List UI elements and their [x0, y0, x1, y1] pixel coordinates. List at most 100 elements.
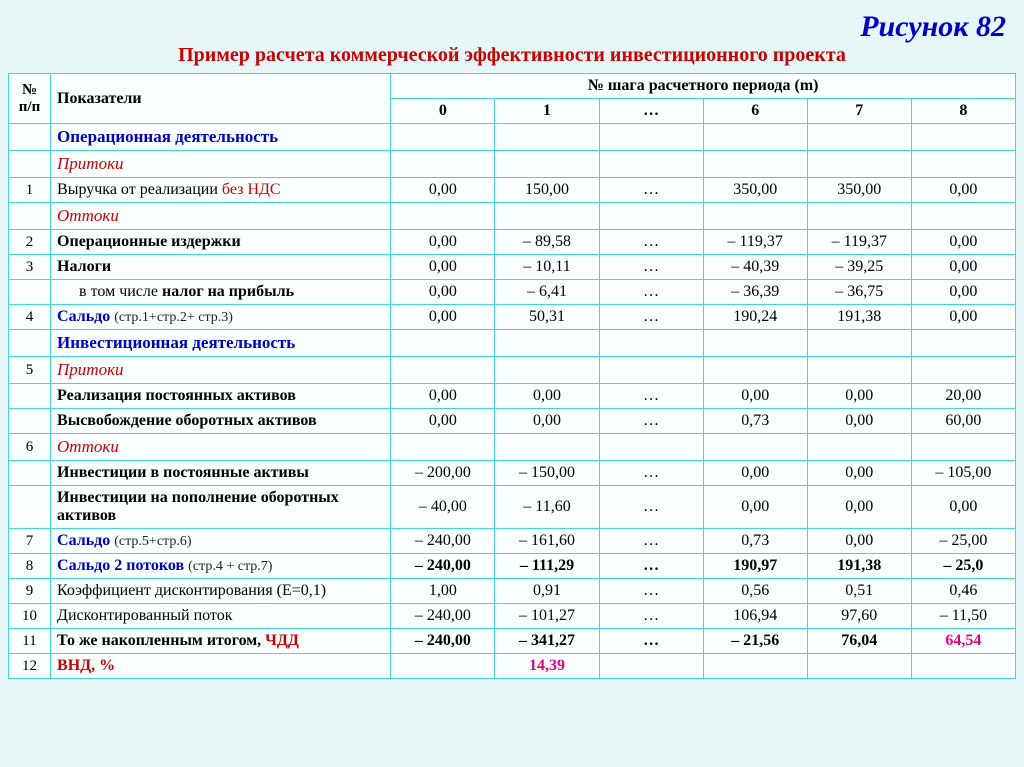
calc-table: № п/п Показатели № шага расчетного перио…	[8, 73, 1016, 679]
row-num: 9	[9, 579, 51, 604]
cell-value	[911, 151, 1015, 178]
table-row: 11То же накопленным итогом, ЧДД– 240,00–…	[9, 629, 1016, 654]
cell-value: …	[599, 305, 703, 330]
cell-value: 0,00	[495, 409, 599, 434]
cell-value: 0,00	[807, 529, 911, 554]
row-num	[9, 330, 51, 357]
row-num: 6	[9, 434, 51, 461]
step-8: 8	[911, 99, 1015, 124]
row-label: Реализация постоянных активов	[51, 384, 391, 409]
cell-value	[599, 330, 703, 357]
cell-value: 0,00	[807, 384, 911, 409]
cell-value: 0,00	[911, 305, 1015, 330]
cell-value: – 11,60	[495, 486, 599, 529]
table-row: в том числе налог на прибыль0,00– 6,41…–…	[9, 280, 1016, 305]
cell-value: – 200,00	[391, 461, 495, 486]
cell-value: 64,54	[911, 629, 1015, 654]
row-num	[9, 280, 51, 305]
cell-value	[599, 434, 703, 461]
cell-value	[703, 434, 807, 461]
cell-value	[495, 434, 599, 461]
cell-value	[807, 151, 911, 178]
cell-value: – 101,27	[495, 604, 599, 629]
cell-value: – 40,00	[391, 486, 495, 529]
cell-value	[599, 151, 703, 178]
cell-value	[495, 203, 599, 230]
cell-value	[391, 330, 495, 357]
cell-value	[599, 357, 703, 384]
cell-value: 191,38	[807, 554, 911, 579]
cell-value: – 240,00	[391, 604, 495, 629]
row-num	[9, 151, 51, 178]
row-num: 5	[9, 357, 51, 384]
row-num: 11	[9, 629, 51, 654]
cell-value: 0,00	[391, 230, 495, 255]
cell-value: – 240,00	[391, 529, 495, 554]
cell-value	[495, 151, 599, 178]
cell-value: 0,00	[391, 178, 495, 203]
cell-value: – 119,37	[807, 230, 911, 255]
cell-value: – 10,11	[495, 255, 599, 280]
cell-value: …	[599, 629, 703, 654]
row-num: 1	[9, 178, 51, 203]
cell-value: – 25,0	[911, 554, 1015, 579]
cell-value: …	[599, 529, 703, 554]
table-row: 7Сальдо (стр.5+стр.6)– 240,00– 161,60…0,…	[9, 529, 1016, 554]
row-num	[9, 203, 51, 230]
cell-value: 0,00	[391, 384, 495, 409]
step-1: 1	[495, 99, 599, 124]
cell-value	[807, 203, 911, 230]
subtitle: Пример расчета коммерческой эффективност…	[8, 44, 1016, 67]
cell-value: 0,46	[911, 579, 1015, 604]
table-row: 5Притоки	[9, 357, 1016, 384]
table-row: Притоки	[9, 151, 1016, 178]
table-body: Операционная деятельностьПритоки1Выручка…	[9, 124, 1016, 679]
cell-value: 0,73	[703, 409, 807, 434]
row-label: Оттоки	[51, 434, 391, 461]
cell-value: 0,56	[703, 579, 807, 604]
row-num: 4	[9, 305, 51, 330]
cell-value	[807, 434, 911, 461]
cell-value: – 25,00	[911, 529, 1015, 554]
cell-value: 0,00	[703, 486, 807, 529]
cell-value: 14,39	[495, 654, 599, 679]
row-num	[9, 486, 51, 529]
row-label: Инвестиции в постоянные активы	[51, 461, 391, 486]
cell-value: – 36,75	[807, 280, 911, 305]
table-row: Инвестиционная деятельность	[9, 330, 1016, 357]
cell-value: 20,00	[911, 384, 1015, 409]
cell-value	[391, 654, 495, 679]
table-row: 10Дисконтированный поток– 240,00– 101,27…	[9, 604, 1016, 629]
cell-value: 350,00	[807, 178, 911, 203]
cell-value: 0,51	[807, 579, 911, 604]
cell-value: 0,00	[807, 486, 911, 529]
row-label: Операционная деятельность	[51, 124, 391, 151]
cell-value: 0,00	[807, 461, 911, 486]
cell-value	[911, 654, 1015, 679]
cell-value: 0,00	[911, 280, 1015, 305]
cell-value: 0,00	[911, 255, 1015, 280]
row-label: Притоки	[51, 357, 391, 384]
cell-value: 190,97	[703, 554, 807, 579]
cell-value	[391, 357, 495, 384]
cell-value: – 341,27	[495, 629, 599, 654]
cell-value	[807, 124, 911, 151]
cell-value	[495, 357, 599, 384]
cell-value: 0,00	[703, 384, 807, 409]
cell-value: …	[599, 579, 703, 604]
cell-value: – 150,00	[495, 461, 599, 486]
cell-value: – 39,25	[807, 255, 911, 280]
table-row: 6Оттоки	[9, 434, 1016, 461]
cell-value: 150,00	[495, 178, 599, 203]
cell-value	[807, 357, 911, 384]
table-row: Оттоки	[9, 203, 1016, 230]
row-label: Сальдо (стр.1+стр.2+ стр.3)	[51, 305, 391, 330]
cell-value: – 119,37	[703, 230, 807, 255]
cell-value: …	[599, 554, 703, 579]
row-label: Инвестиции на пополнение оборотных актив…	[51, 486, 391, 529]
cell-value: 350,00	[703, 178, 807, 203]
cell-value: 50,31	[495, 305, 599, 330]
cell-value: …	[599, 230, 703, 255]
cell-value: …	[599, 178, 703, 203]
row-label: Притоки	[51, 151, 391, 178]
